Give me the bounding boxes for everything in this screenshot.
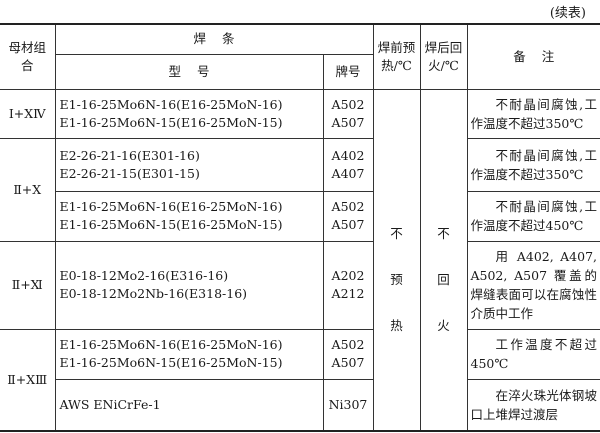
type: E1-16-25Mo6N-16(E16-25MoN-16) [59,199,283,214]
base-metal: Ⅱ+Ⅹ [0,137,56,242]
type: E1-16-25Mo6N-15(E16-25MoN-15) [59,217,283,232]
brand: Ni307 [328,396,368,412]
type-cell: E2-26-21-16(E301-16) E2-26-21-15(E301-15) [54,137,324,192]
header-electrode: 焊 条 [54,23,374,55]
brand-cell: A502 A507 [322,88,374,139]
table-row: AWS ENiCrFe-1 Ni307 在淬火珠光体钢坡口上堆焊过渡层 [0,378,600,432]
remark: 工作温度不超过450℃ [466,328,600,380]
base-metal: Ⅱ+ⅩⅢ [0,328,56,432]
preheat-char: 预 [390,271,403,287]
type: E0-18-12Mo2-16(E316-16) [59,268,229,283]
header-base-metal: 母材组合 [0,23,56,90]
temper-cell: 不回火 [419,88,468,432]
temper-char: 回 [437,271,450,287]
table-row: Ⅱ+Ⅹ E2-26-21-16(E301-16) E2-26-21-15(E301… [0,137,600,242]
table-row: Ⅱ+Ⅺ E0-18-12Mo2-16(E316-16) E0-18-12Mo2Nb… [0,240,600,330]
type: E2-26-21-16(E301-16) [59,147,200,163]
brand: A507 [331,355,365,370]
type-cell: E1-16-25Mo6N-16(E16-25MoN-16) E1-16-25Mo6… [54,328,324,380]
table-row: E1-16-25Mo6N-16(E16-25MoN-16) E1-16-25Mo6… [0,190,600,242]
remark: 用 A402, A407, A502, A507 覆盖的焊缝表面可以在腐蚀性介质… [466,240,600,330]
brand: A202 [331,268,365,283]
brand: A507 [331,114,365,130]
brand: A402 [331,147,365,163]
type: AWS ENiCrFe-1 [59,396,161,412]
base-metal: Ⅰ+ⅩⅣ [0,88,56,139]
type: E2-26-21-15(E301-15) [59,165,200,181]
remark: 不耐晶间腐蚀,工作温度不超过450℃ [466,190,600,242]
header-temper: 焊后回火/℃ [419,23,468,90]
base-metal: Ⅱ+Ⅺ [0,240,56,330]
type: E1-16-25Mo6N-15(E16-25MoN-15) [59,355,283,370]
brand: A407 [331,165,365,181]
brand: A507 [331,217,365,232]
temper-char: 不 [437,225,450,241]
preheat-char: 热 [390,317,403,333]
brand: A502 [331,337,365,352]
brand-cell: A202 A212 [322,240,374,330]
table-row: Ⅱ+ⅩⅢ E1-16-25Mo6N-16(E16-25MoN-16) E1-16-… [0,328,600,432]
brand-cell: A502 A507 [322,190,374,242]
type: E1-16-25Mo6N-15(E16-25MoN-15) [59,114,283,130]
header-type: 型 号 [55,53,324,90]
type-cell: E1-16-25Mo6N-16(E16-25MoN-16) E1-16-25Mo6… [55,190,324,242]
preheat-char: 不 [390,225,403,241]
preheat-cell: 不预热 [372,88,421,432]
type: E0-18-12Mo2Nb-16(E318-16) [59,286,248,301]
brand: A502 [331,199,365,214]
remark: 不耐晶间腐蚀,工作温度不超过350℃ [466,88,600,139]
type-cell: E0-18-12Mo2-16(E316-16) E0-18-12Mo2Nb-16(… [54,240,324,330]
type-cell: AWS ENiCrFe-1 [55,378,324,432]
brand: A212 [331,286,365,301]
remark: 不耐晶间腐蚀,工作温度不超过350℃ [466,137,600,192]
electrode-table: 母材组合 焊 条 焊前预热/℃ 焊后回火/℃ 备 注 型 号 牌号 Ⅰ+ⅩⅣ E… [0,23,600,432]
temper-char: 火 [437,317,450,333]
brand-cell: Ni307 [322,378,374,432]
type: E1-16-25Mo6N-16(E16-25MoN-16) [59,96,283,112]
brand: A502 [331,96,365,112]
table-row: Ⅰ+ⅩⅣ E1-16-25Mo6N-16(E16-25MoN-16) E1-16-… [0,88,600,432]
brand-cell: A502 A507 [322,328,374,380]
brand-cell: A402 A407 [322,137,374,192]
header-remarks: 备 注 [466,23,600,90]
type-cell: E1-16-25Mo6N-16(E16-25MoN-16) E1-16-25Mo6… [54,88,324,139]
remark: 在淬火珠光体钢坡口上堆焊过渡层 [466,378,600,432]
continued-label: (续表) [549,6,586,21]
header-brand: 牌号 [322,53,373,90]
type: E1-16-25Mo6N-16(E16-25MoN-16) [59,337,283,352]
header-preheat: 焊前预热/℃ [372,23,421,90]
